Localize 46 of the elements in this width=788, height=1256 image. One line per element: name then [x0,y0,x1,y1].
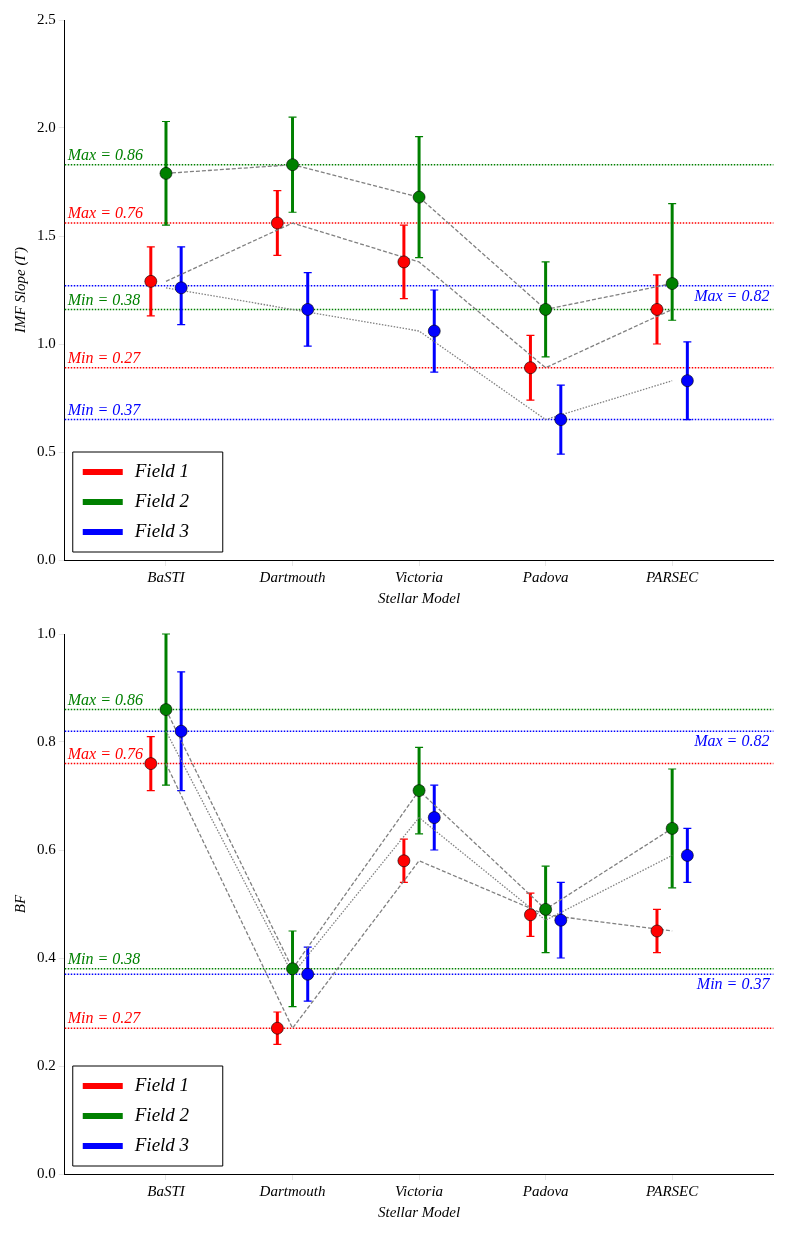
y-tick-label: 1.5 [37,226,56,243]
x-tick-label: Padova [521,568,569,585]
annotation: Max = 0.86 [66,145,143,163]
legend-label: Field 1 [133,1074,190,1095]
ref-line-label: Min = 0.37 [695,975,771,993]
y-tick-label: 1.0 [37,334,56,351]
y-tick-label: 2.5 [37,10,56,27]
annotation: Min = 0.38 [66,290,141,308]
ref-line-label: Max = 0.86 [66,690,143,708]
y-tick-label: 2.0 [37,118,56,135]
annotation: Max = 0.76 [66,204,143,222]
y-tick-label: 0.0 [37,1164,56,1181]
annotation: Min = 0.37 [66,400,142,418]
ref-line-label: Max = 0.82 [693,732,770,750]
x-tick-label: PARSEC [645,1182,700,1199]
line-series [165,287,673,421]
y-tick-label: 0.8 [37,732,56,749]
legend-label: Field 1 [133,460,190,481]
legend-label: Field 3 [133,1134,190,1155]
ref-line-label: Min = 0.38 [66,950,141,967]
ref-line-label: Max = 0.76 [66,744,143,762]
x-tick-label: Victoria [395,568,444,585]
x-tick-label: BaSTI [147,1182,186,1199]
legend-label: Field 2 [133,490,190,511]
x-tick-label: Victoria [395,1182,444,1199]
x-tick-label: PARSEC [645,568,700,585]
y-tick-label: 0.0 [37,550,56,567]
y-tick-label: 1.0 [37,624,56,641]
x-axis-title: Stellar Model [378,1203,461,1220]
annotation: Max = 0.82 [693,286,770,304]
x-axis-title: Stellar Model [378,589,461,606]
line-series [165,222,673,369]
ref-line-label: Min = 0.27 [66,1009,142,1027]
legend-label: Field 3 [133,520,190,541]
x-tick-label: Dartmouth [258,568,326,585]
y-tick-label: 0.5 [37,442,56,459]
x-tick-label: BaSTI [147,568,186,585]
y-axis-title: BF [11,894,28,914]
y-tick-label: 0.2 [37,1056,56,1073]
legend-label: Field 2 [133,1104,190,1125]
y-tick-label: 0.6 [37,840,57,857]
x-tick-label: Padova [521,1182,569,1199]
y-axis-title: IMF Slope (Γ) [11,246,29,335]
x-tick-label: Dartmouth [258,1182,326,1199]
y-tick-label: 0.4 [37,948,57,965]
annotation: Min = 0.27 [66,348,142,366]
